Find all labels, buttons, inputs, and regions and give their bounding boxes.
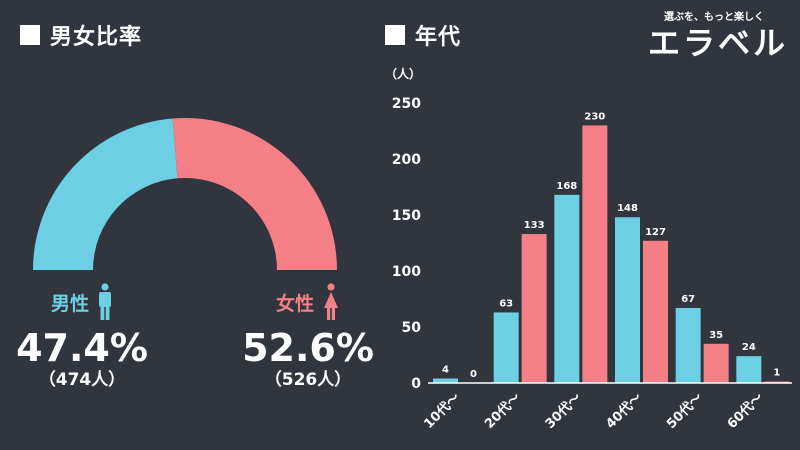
y-tick-label: 100 bbox=[392, 264, 421, 280]
bar-value-label: 1 bbox=[773, 368, 780, 379]
male-label: 男性 bbox=[50, 292, 89, 315]
bar-value-label: 127 bbox=[645, 227, 666, 238]
y-tick-label: 150 bbox=[392, 208, 421, 224]
bar-male bbox=[736, 356, 762, 383]
bar-male bbox=[554, 194, 580, 383]
bar-male bbox=[675, 307, 701, 383]
donut-segment-female bbox=[172, 118, 337, 270]
male-percent: 47.4% bbox=[16, 326, 148, 370]
square-bullet-icon bbox=[20, 25, 40, 45]
bar-value-label: 63 bbox=[499, 298, 513, 309]
y-tick-label: 200 bbox=[392, 152, 421, 168]
x-category-label: 60代〜 bbox=[724, 390, 766, 432]
age-title-text: 年代 bbox=[415, 25, 462, 50]
bar-value-label: 67 bbox=[681, 294, 695, 305]
bar-female bbox=[582, 125, 608, 384]
male-count: （474人） bbox=[38, 370, 126, 390]
bar-female bbox=[703, 343, 729, 383]
female-count: （526人） bbox=[264, 370, 352, 390]
x-category-label: 30代〜 bbox=[542, 390, 584, 432]
bar-value-label: 24 bbox=[742, 342, 756, 353]
female-label-row: 女性 bbox=[228, 282, 388, 322]
y-tick-label: 0 bbox=[411, 376, 421, 392]
bar-male bbox=[493, 312, 519, 383]
gender-ratio-title-text: 男女比率 bbox=[50, 25, 143, 50]
bar-value-label: 148 bbox=[617, 203, 638, 214]
bar-value-label: 35 bbox=[709, 330, 723, 341]
y-axis-unit-label: （人） bbox=[385, 66, 421, 81]
bar-value-label: 0 bbox=[470, 369, 477, 380]
x-category-label: 50代〜 bbox=[663, 390, 705, 432]
female-stat: 女性 52.6% （526人） bbox=[228, 282, 388, 390]
bar-female bbox=[643, 240, 668, 383]
male-label-row: 男性 bbox=[2, 282, 162, 322]
bar-value-label: 4 bbox=[442, 365, 449, 376]
male-stat: 男性 47.4% （474人） bbox=[2, 282, 162, 390]
bar-value-label: 133 bbox=[524, 220, 545, 231]
logo-name: エラベル bbox=[647, 24, 788, 62]
gender-donut-chart bbox=[33, 118, 337, 271]
logo-tagline: 選ぶを、もっと楽しく bbox=[664, 12, 764, 23]
bar-male bbox=[615, 217, 640, 383]
age-title: 年代 bbox=[385, 20, 461, 50]
square-bullet-icon bbox=[385, 25, 405, 45]
female-person-icon bbox=[324, 283, 338, 320]
y-tick-label: 250 bbox=[392, 96, 421, 112]
female-percent: 52.6% bbox=[242, 326, 374, 370]
logo: 選ぶを、もっと楽しく エラベル bbox=[648, 8, 788, 63]
x-category-label: 40代〜 bbox=[603, 390, 645, 432]
y-tick-label: 50 bbox=[402, 320, 422, 336]
female-label: 女性 bbox=[275, 292, 314, 315]
x-category-label: 10代〜 bbox=[421, 390, 463, 432]
bar-male bbox=[433, 378, 458, 383]
bar-value-label: 230 bbox=[584, 111, 605, 122]
male-person-icon bbox=[99, 283, 111, 320]
donut-segment-male bbox=[33, 118, 178, 271]
gender-ratio-title: 男女比率 bbox=[20, 20, 142, 50]
bar-value-label: 168 bbox=[556, 181, 577, 192]
bar-female bbox=[521, 234, 547, 383]
x-category-label: 20代〜 bbox=[481, 390, 523, 432]
